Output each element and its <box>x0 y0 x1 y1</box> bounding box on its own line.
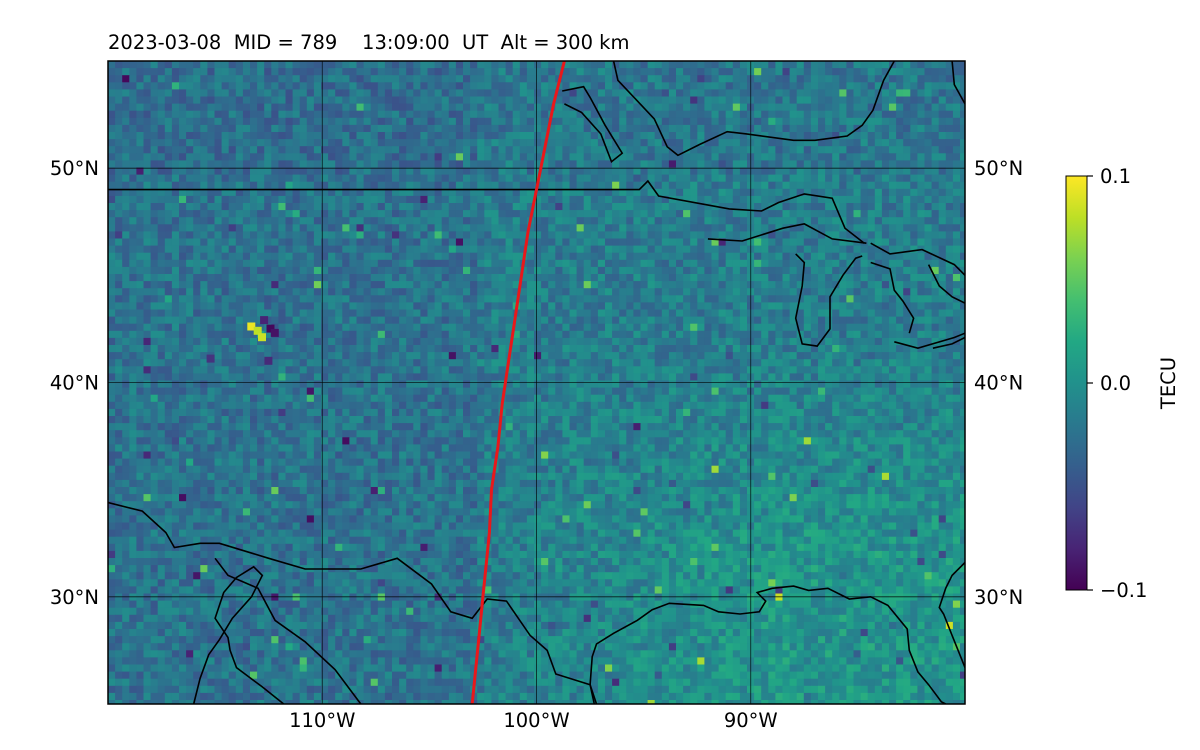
tec-heatmap <box>108 61 965 704</box>
colorbar-tick-label-0: 0.1 <box>1100 165 1131 188</box>
coastlines <box>108 61 965 704</box>
coastline-11 <box>108 501 596 704</box>
colorbar: 0.1 0.0 −0.1 TECU <box>1065 165 1180 602</box>
y-tick-label-right-0: 50°N <box>974 157 1023 180</box>
coastline-0 <box>108 179 865 244</box>
coastline-9 <box>612 61 895 157</box>
coastline-4 <box>870 261 915 334</box>
coastline-3 <box>794 253 863 347</box>
gridlines <box>108 61 965 704</box>
coastline-15 <box>938 561 965 668</box>
coastline-2 <box>870 242 965 276</box>
y-tick-label-left-0: 50°N <box>50 157 99 180</box>
coastline-6 <box>894 332 965 350</box>
colorbar-tick-label-1: 0.0 <box>1100 372 1131 395</box>
plot-area <box>107 60 966 705</box>
colorbar-ticks: 0.1 0.0 −0.1 <box>1087 165 1147 602</box>
coastline-10 <box>951 61 965 105</box>
colorbar-tick-label-2: −0.1 <box>1100 579 1147 602</box>
chart-title: 2023-03-08 MID = 789 13:09:00 UT Alt = 3… <box>108 31 629 54</box>
red-overlay-line <box>470 61 566 704</box>
x-tick-label-1: 100°W <box>503 709 569 732</box>
coastline-13 <box>192 565 285 704</box>
coastline-5 <box>927 264 965 304</box>
colorbar-gradient <box>1065 175 1088 591</box>
x-tick-label-2: 90°W <box>724 709 778 732</box>
colorbar-label: TECU <box>1157 357 1180 410</box>
y-tick-label-right-2: 30°N <box>974 586 1023 609</box>
coastline-1 <box>707 223 867 244</box>
y-tick-label-left-2: 30°N <box>50 586 99 609</box>
coastline-14 <box>589 585 947 704</box>
y-tick-label-left-1: 40°N <box>50 372 99 395</box>
y-tick-label-right-1: 40°N <box>974 372 1023 395</box>
coastline-7 <box>932 336 965 349</box>
axis-ticks: 110°W 100°W 90°W 50°N 50°N 40°N 40°N 30°N 30°N <box>50 157 1023 732</box>
x-tick-label-0: 110°W <box>289 709 355 732</box>
plot-frame <box>107 60 966 705</box>
coastline-8 <box>562 85 624 164</box>
coastline-12 <box>214 557 362 704</box>
